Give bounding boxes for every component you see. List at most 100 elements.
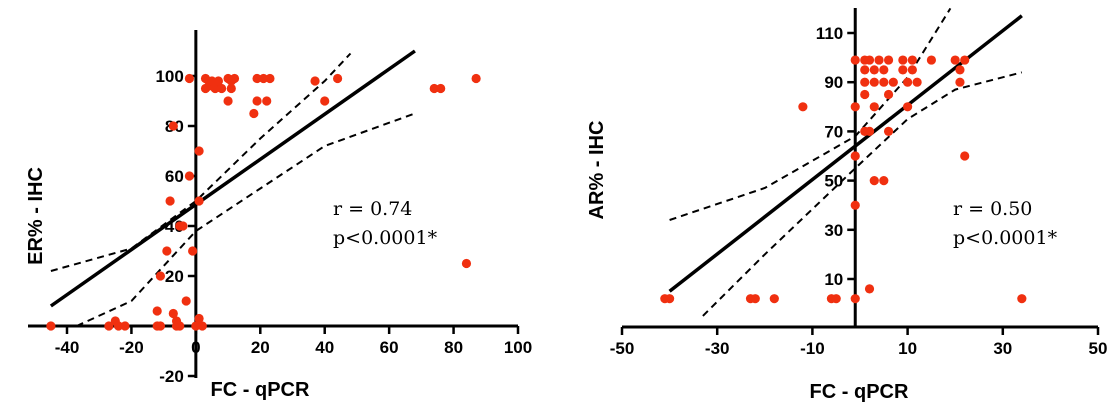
left-chart-point xyxy=(207,76,217,86)
left-chart-point xyxy=(229,73,240,84)
left-chart-point xyxy=(252,96,262,106)
left-chart-x-tick-label: 100 xyxy=(504,338,532,357)
right-chart-x-tick-label: 10 xyxy=(898,339,917,358)
left-chart: FC - qPCR ER% - IHC r = 0.74 p<0.0001* -… xyxy=(25,30,532,401)
right-chart-point xyxy=(798,102,808,112)
right-chart-point xyxy=(874,55,884,65)
right-chart-y-tick-label: 30 xyxy=(824,221,843,240)
right-chart-x-tick-label: -10 xyxy=(800,339,825,358)
left-chart-y-tick-label: -20 xyxy=(159,367,184,386)
right-chart-point xyxy=(907,65,917,75)
right-chart-point xyxy=(883,89,894,100)
right-chart-point xyxy=(1017,294,1027,304)
left-chart-y-tick-label: 20 xyxy=(165,267,184,286)
left-chart-point xyxy=(429,83,439,94)
right-chart-point xyxy=(926,55,937,65)
left-chart-point xyxy=(461,258,472,269)
right-chart-point xyxy=(883,126,894,136)
right-chart-point xyxy=(879,65,889,75)
right-chart-point xyxy=(750,294,760,304)
left-chart-ci-lower xyxy=(76,112,416,327)
left-chart-ylabel: ER% - IHC xyxy=(25,167,47,265)
right-chart-x-tick-label: 50 xyxy=(1089,339,1108,358)
right-chart-y-tick-label: 50 xyxy=(824,172,843,191)
left-chart-point xyxy=(217,83,227,94)
left-chart-point xyxy=(184,73,195,84)
right-chart-point xyxy=(864,55,875,65)
right-chart-point xyxy=(860,65,870,75)
left-chart-point xyxy=(168,308,178,319)
right-chart-point xyxy=(864,126,875,136)
left-chart-point xyxy=(120,321,130,331)
left-chart-x-tick-label: -20 xyxy=(119,338,144,357)
right-chart-y-tick-label: 90 xyxy=(824,73,843,92)
left-chart-x-tick-label: 0 xyxy=(191,338,200,357)
right-chart-annotation-r: r = 0.50 xyxy=(953,198,1032,220)
left-chart-x-tick-label: 80 xyxy=(444,338,463,357)
left-chart-point xyxy=(175,321,185,331)
right-chart-ylabel: AR% - IHC xyxy=(586,121,608,220)
left-chart-point xyxy=(104,321,114,331)
left-chart-annotation-r: r = 0.74 xyxy=(333,198,412,220)
right-chart-point xyxy=(879,77,889,87)
right-chart: FC - qPCR AR% - IHC r = 0.50 p<0.0001* -… xyxy=(586,7,1108,403)
right-chart-x-tick-label: 30 xyxy=(993,339,1012,358)
left-chart-point xyxy=(213,76,224,86)
right-chart-point xyxy=(860,89,870,100)
left-chart-point xyxy=(262,96,272,106)
right-chart-point xyxy=(898,55,908,65)
left-chart-point xyxy=(210,83,220,94)
left-chart-point xyxy=(436,83,446,94)
left-chart-point xyxy=(258,73,269,84)
left-chart-x-tick-label: -40 xyxy=(55,338,80,357)
left-chart-y-tick-label: 60 xyxy=(165,167,184,186)
right-chart-ci-lower xyxy=(702,71,1023,317)
right-chart-point xyxy=(955,65,965,75)
left-chart-point xyxy=(178,221,188,231)
right-chart-point xyxy=(888,77,898,87)
right-chart-point xyxy=(879,176,889,186)
left-chart-x-tick-label: 20 xyxy=(251,338,270,357)
right-chart-point xyxy=(960,151,970,161)
left-chart-point xyxy=(155,321,166,331)
right-chart-point xyxy=(831,294,841,304)
right-chart-y-tick-label: 10 xyxy=(824,270,843,289)
left-chart-point xyxy=(165,196,175,206)
right-chart-point xyxy=(850,294,860,304)
right-chart-point xyxy=(665,294,675,304)
left-chart-point xyxy=(113,321,124,331)
right-chart-point xyxy=(869,102,879,112)
right-chart-point xyxy=(903,77,913,87)
right-chart-xlabel: FC - qPCR xyxy=(810,381,909,403)
right-chart-point xyxy=(864,284,875,294)
right-chart-point xyxy=(898,65,908,75)
right-chart-point xyxy=(850,151,860,161)
right-chart-point xyxy=(955,77,965,87)
right-chart-point xyxy=(769,294,779,304)
left-chart-point xyxy=(310,76,320,86)
left-chart-point xyxy=(191,321,201,331)
right-chart-axes: -50 -30 -10 10 30 50 10 30 50 70 90 110 xyxy=(610,8,1108,358)
left-chart-xlabel: FC - qPCR xyxy=(211,379,310,401)
left-chart-point xyxy=(155,271,166,281)
right-chart-ci-upper xyxy=(669,7,952,221)
left-chart-point xyxy=(265,73,275,84)
left-chart-point xyxy=(197,321,207,331)
right-chart-point xyxy=(869,65,879,75)
right-chart-point xyxy=(850,200,860,210)
right-chart-x-tick-label: -30 xyxy=(705,339,730,358)
left-chart-point xyxy=(162,246,172,256)
left-chart-point xyxy=(188,246,198,256)
left-chart-point xyxy=(168,121,178,131)
right-chart-point xyxy=(860,77,870,87)
left-chart-regression-line xyxy=(49,49,416,308)
left-chart-point xyxy=(152,306,162,316)
right-chart-point xyxy=(950,55,960,65)
right-chart-points xyxy=(660,55,1027,304)
left-chart-point xyxy=(181,296,191,306)
right-chart-point xyxy=(850,55,860,65)
left-chart-point xyxy=(223,96,233,106)
left-chart-point xyxy=(194,146,204,156)
